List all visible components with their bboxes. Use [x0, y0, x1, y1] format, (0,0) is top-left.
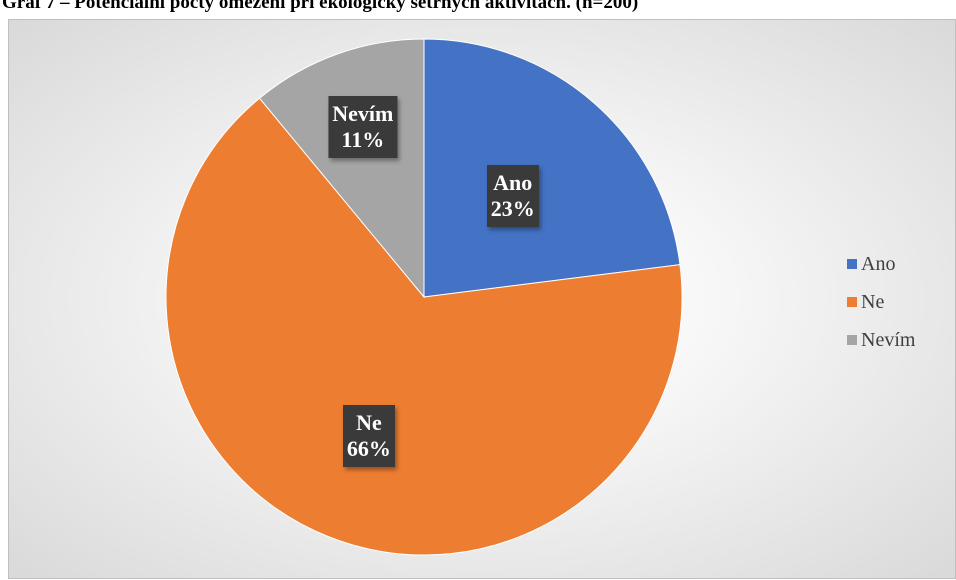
data-label-category: Nevím: [332, 101, 394, 127]
legend-label: Ano: [861, 252, 896, 275]
data-label-ano: Ano 23%: [486, 165, 539, 228]
legend-item-ne: Ne: [847, 283, 956, 321]
legend-item-nevím: Nevím: [847, 321, 956, 359]
chart-area: Ano 23% Ne 66% Nevím 11% Ano Ne Nevím: [8, 19, 956, 579]
data-label-percent: 11%: [341, 127, 385, 153]
legend-label: Nevím: [861, 328, 916, 351]
pie-slice-ano: [423, 38, 681, 298]
legend-swatch: [847, 259, 857, 269]
data-label-category: Ano: [493, 170, 533, 196]
pie-chart: [165, 38, 683, 556]
data-label-nevím: Nevím 11%: [328, 96, 398, 159]
legend-item-ano: Ano: [847, 245, 956, 283]
legend-swatch: [847, 297, 857, 307]
legend-swatch: [847, 335, 857, 345]
data-label-ne: Ne 66%: [342, 405, 395, 468]
data-label-percent: 66%: [346, 436, 391, 462]
data-label-percent: 23%: [490, 196, 535, 222]
chart-title: Graf 7 – Potenciální počty omezení při e…: [2, 0, 639, 13]
legend: Ano Ne Nevím: [847, 245, 956, 385]
data-label-category: Ne: [356, 410, 382, 436]
legend-label: Ne: [861, 290, 885, 313]
pie-slice-ne: [165, 97, 683, 556]
